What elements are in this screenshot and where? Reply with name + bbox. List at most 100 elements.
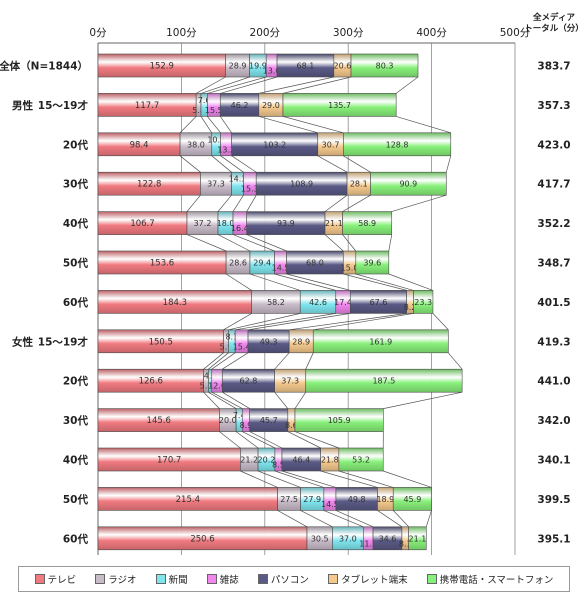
connector-0-3	[207, 76, 267, 94]
bar-label-12-5: 8.1	[399, 539, 412, 548]
bar-label-11-5: 18.9	[376, 495, 394, 504]
bar-label-12-3: 11.7	[359, 539, 377, 548]
bar-label-3-6: 90.9	[399, 180, 417, 189]
bar-label-5-1: 28.6	[229, 259, 247, 268]
bar-label-7-2: 8.1	[225, 332, 238, 341]
row-total-10: 340.1	[537, 455, 570, 467]
connector-9-3	[242, 431, 276, 449]
bar-label-11-3: 14.5	[321, 500, 339, 509]
connector-9-4	[249, 431, 283, 449]
connector-5-3	[274, 273, 336, 291]
legend-label-4: パソコン	[270, 575, 309, 586]
connector-8-7	[383, 391, 463, 409]
connector-6-1	[223, 313, 252, 331]
connector-8-5	[274, 391, 289, 409]
legend-swatch-2	[155, 574, 166, 584]
bar-label-2-6: 128.8	[386, 140, 409, 149]
connector-4-5	[324, 234, 344, 252]
bar-label-4-5: 21.1	[325, 219, 343, 228]
bar-0-6	[350, 53, 419, 78]
connector-2-6	[343, 155, 371, 173]
bar-label-9-4: 45.7	[260, 416, 278, 425]
legend-item-6: 携帯電話・スマートフォン	[426, 572, 553, 586]
connector-2-1	[179, 155, 201, 173]
connector-2-3	[220, 155, 244, 173]
bar-label-4-0: 106.7	[130, 219, 154, 229]
connector-4-1	[186, 234, 227, 252]
connector-11-3	[323, 510, 364, 528]
connector-1-6	[282, 116, 344, 134]
legend-label-0: テレビ	[47, 575, 77, 586]
bar-label-3-4: 108.9	[290, 180, 313, 189]
connector-4-2	[217, 234, 251, 252]
bar-label-4-4: 93.9	[277, 219, 295, 228]
bar-label-10-0: 170.7	[157, 456, 181, 466]
bar-label-12-1: 30.5	[311, 534, 329, 543]
connector-1-1	[179, 116, 197, 134]
connector-6-2	[228, 313, 301, 331]
bar-label-7-6: 161.9	[369, 337, 392, 346]
legend-swatch-5	[328, 574, 339, 584]
connector-8-6	[294, 392, 307, 409]
legend-item-4: パソコン	[257, 572, 309, 586]
bar-6-6	[413, 290, 434, 314]
row-label-11: 50代	[63, 493, 89, 506]
legend-swatch-4	[257, 574, 268, 584]
bar-label-0-5: 20.6	[334, 62, 352, 71]
bar-label-6-6: 23.3	[414, 298, 432, 307]
connector-6-5	[289, 313, 407, 331]
bar-1-6	[282, 93, 397, 117]
connector-11-4	[335, 510, 374, 528]
bar-label-1-1: 5.8	[192, 106, 205, 115]
connector-1-2	[200, 116, 213, 133]
bar-label-10-5: 21.8	[321, 456, 339, 465]
total-header-line-1: トータル（分）	[524, 23, 584, 34]
bar-label-0-2: 19.9	[249, 62, 267, 71]
bar-12-6	[408, 526, 427, 551]
connector-2-2	[211, 155, 232, 173]
bar-5-6	[355, 250, 390, 275]
bar-label-7-5: 28.9	[292, 337, 310, 346]
bar-label-8-5: 37.3	[281, 377, 299, 386]
connector-7-5	[274, 352, 290, 370]
legend-item-3: 雑誌	[206, 572, 239, 586]
legend: テレビ ラジオ 新聞 雑誌 パソコン タブレット端末 携帯電話・スマートフォン	[18, 566, 570, 592]
bar-label-6-3: 17.4	[334, 298, 352, 307]
bar-label-3-5: 28.1	[350, 180, 368, 189]
bar-label-0-1: 28.9	[229, 62, 247, 71]
connector-5-2	[249, 273, 301, 291]
bar-10-6	[338, 447, 384, 472]
connector-10-4	[281, 470, 337, 488]
bar-label-9-5: 8.6	[285, 421, 298, 430]
connector-9-5	[287, 431, 321, 449]
connector-0-1	[195, 76, 226, 94]
bar-2-6	[343, 132, 452, 157]
row-label-12: 60代	[63, 532, 89, 545]
connector-5-5	[343, 273, 407, 291]
connector-7-4	[222, 352, 249, 370]
legend-swatch-0	[34, 574, 45, 584]
connector-7-6	[305, 352, 314, 370]
bar-label-2-1: 38.0	[187, 140, 205, 149]
connector-7-3	[211, 352, 236, 370]
connector-11-5	[377, 510, 403, 528]
bar-label-6-1: 58.2	[267, 298, 285, 307]
connector-0-4	[220, 76, 278, 94]
connector-10-2	[257, 470, 301, 488]
bar-label-2-0: 98.4	[130, 140, 149, 150]
connector-5-6	[355, 273, 414, 291]
bar-label-9-1: 20.0	[219, 416, 237, 425]
connector-6-3	[235, 313, 336, 331]
row-total-8: 441.0	[537, 376, 570, 388]
connector-4-4	[246, 234, 287, 252]
bar-label-11-6: 45.9	[403, 495, 421, 504]
row-label-0: 全体（N=1844）	[0, 60, 88, 73]
bar-8-6	[305, 368, 463, 393]
connector-9-1	[219, 431, 241, 449]
bar-label-10-4: 46.4	[292, 456, 310, 465]
bar-label-10-1: 21.2	[240, 456, 258, 465]
bar-label-8-6: 187.5	[372, 377, 395, 386]
legend-swatch-1	[95, 574, 106, 584]
row-total-7: 419.3	[537, 336, 570, 348]
bar-label-10-2: 20.2	[258, 456, 276, 465]
